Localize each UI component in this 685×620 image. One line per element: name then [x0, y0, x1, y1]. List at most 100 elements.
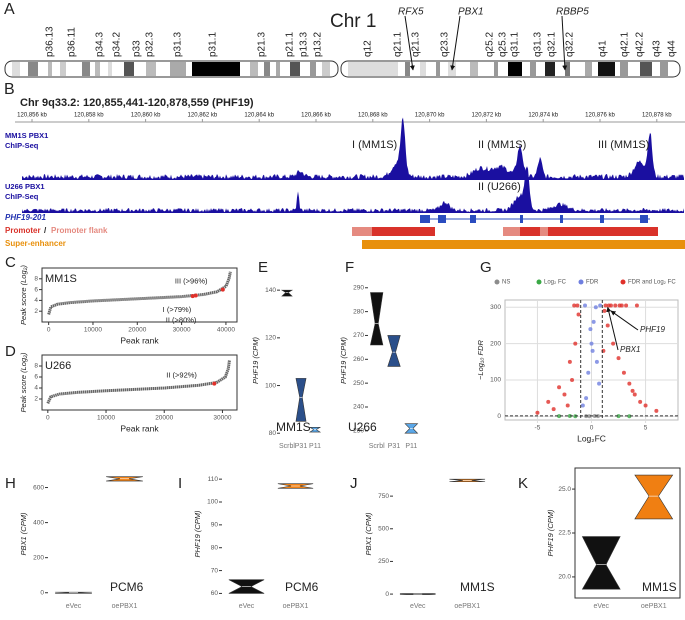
highlight-point — [190, 294, 195, 299]
band — [82, 62, 90, 76]
point — [580, 403, 585, 408]
y-tick-label: 90 — [211, 522, 219, 529]
point — [621, 370, 626, 375]
locus-title: Chr 9q33.2: 120,855,441-120,878,559 (PHF… — [20, 97, 254, 109]
band-label: q44 — [667, 40, 678, 57]
band-label: q25.3 — [498, 32, 509, 57]
signal-track — [22, 117, 684, 180]
gene-label: RBBP5 — [556, 7, 589, 18]
x-tick-label: eVec — [410, 603, 426, 610]
band — [565, 62, 570, 76]
gene-arrow — [561, 15, 568, 71]
point — [535, 410, 540, 415]
point — [562, 392, 567, 397]
band-label: q42.1 — [620, 32, 631, 57]
exon — [640, 215, 648, 223]
point — [546, 399, 551, 404]
highlight-point — [212, 381, 217, 386]
band — [95, 62, 100, 76]
band — [146, 62, 156, 76]
point — [602, 308, 607, 313]
track-name: ChIP-Seq — [5, 192, 39, 201]
x-tick-label: eVec — [66, 603, 82, 610]
point — [557, 385, 562, 390]
point — [576, 312, 581, 317]
point — [567, 359, 572, 364]
y-tick-label: 250 — [353, 380, 364, 387]
notch-box — [295, 378, 307, 422]
gene-label: PBX1 — [458, 7, 484, 18]
notch-box — [634, 474, 674, 520]
exon — [600, 215, 604, 223]
annotation: II (>80%) — [166, 316, 197, 325]
band — [640, 62, 652, 76]
ruler-label: 120,876 kb — [585, 113, 615, 119]
y-tick-label: 100 — [207, 499, 218, 506]
chart-subtitle: MM1S — [460, 580, 495, 594]
gene-arrow — [404, 15, 415, 71]
x-tick-label: 5 — [644, 425, 648, 432]
band — [170, 62, 186, 76]
y-tick-label: 60 — [211, 590, 219, 597]
y-axis-label: PBX1 (CPM) — [19, 512, 28, 555]
legend-marker — [494, 279, 500, 285]
x-tick-label: 0 — [590, 425, 594, 432]
point — [630, 388, 635, 393]
panel-label: I — [178, 475, 182, 492]
promoter-region — [540, 227, 548, 236]
exon — [520, 215, 523, 223]
panel-label: C — [5, 254, 16, 271]
point — [575, 303, 580, 308]
y-tick-label: 100 — [490, 377, 501, 384]
gene-label: RFX5 — [398, 7, 424, 18]
exon — [560, 215, 563, 223]
y-tick-label: 2 — [34, 396, 38, 403]
track-name: ChIP-Seq — [5, 141, 39, 150]
band — [598, 62, 615, 76]
band-label: p13.2 — [313, 32, 324, 57]
y-tick-label: 400 — [33, 519, 44, 526]
x-tick-label: oePBX1 — [641, 603, 667, 610]
point — [570, 378, 575, 382]
y-axis-label: Peak score (Log₂) — [19, 352, 28, 412]
band-label: q31.1 — [510, 32, 521, 57]
y-tick-label: 4 — [34, 297, 38, 304]
panel-label: G — [480, 259, 492, 276]
point — [592, 414, 597, 418]
peak-label: I (MM1S) — [352, 139, 397, 151]
y-tick-label: 6 — [34, 286, 38, 293]
band-label: q43 — [652, 40, 663, 57]
point — [567, 414, 572, 418]
band-label: q21.1 — [393, 32, 404, 57]
y-tick-label: 500 — [378, 525, 389, 532]
band-label: p21.3 — [257, 32, 268, 57]
point — [573, 341, 578, 346]
band — [48, 62, 52, 76]
y-tick-label: 0 — [497, 413, 501, 420]
x-tick-label: 30000 — [173, 327, 191, 334]
chart-subtitle: U266 — [45, 360, 71, 372]
x-tick-label: 0 — [46, 415, 50, 422]
band — [470, 62, 478, 76]
ruler-label: 120,856 kb — [17, 113, 47, 119]
point — [643, 403, 648, 408]
ruler-label: 120,860 kb — [131, 113, 161, 119]
separator: / — [44, 226, 47, 235]
point — [616, 356, 621, 361]
band — [192, 62, 240, 76]
annotation-arrow — [606, 306, 619, 351]
panel-label: A — [4, 1, 15, 18]
chart-subtitle: PCM6 — [110, 580, 144, 594]
y-tick-label: 280 — [353, 308, 364, 315]
notch-box — [387, 335, 401, 367]
ruler-label: 120,872 kb — [472, 113, 502, 119]
plot-frame — [41, 267, 238, 323]
band — [585, 62, 592, 76]
band — [405, 62, 410, 76]
point — [591, 319, 596, 324]
band-label: p31.1 — [208, 32, 219, 57]
promoter-region — [503, 227, 520, 236]
point — [584, 396, 589, 401]
y-tick-label: 8 — [34, 276, 38, 283]
point — [594, 359, 599, 364]
